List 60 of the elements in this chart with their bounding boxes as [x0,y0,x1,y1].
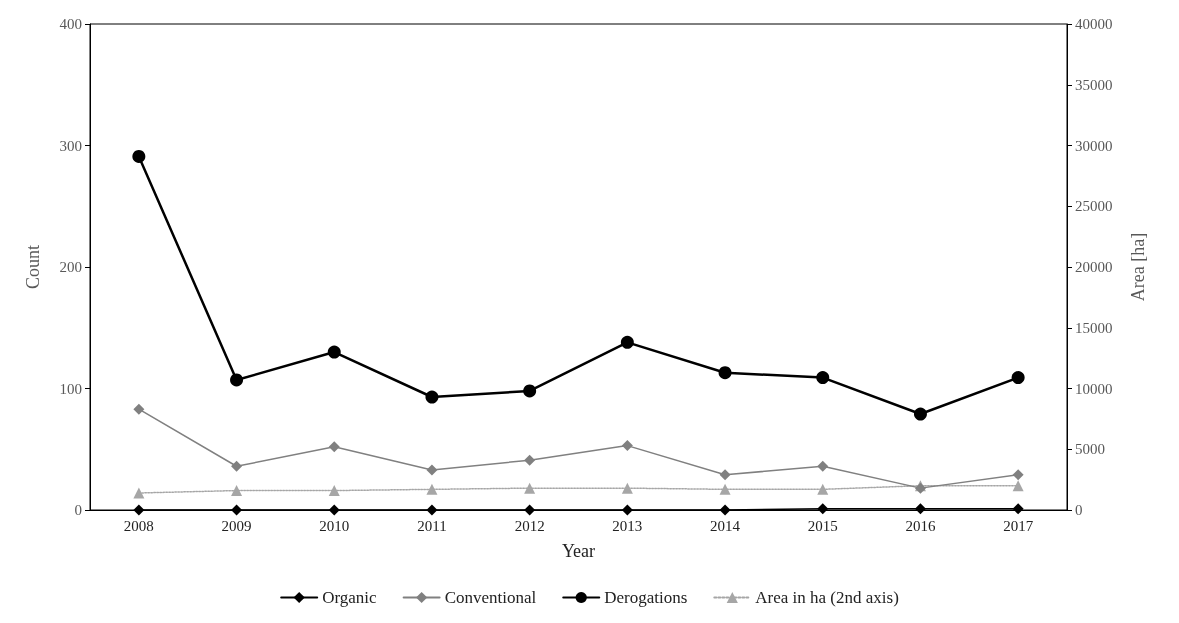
point [914,503,926,515]
y-tick-label: 200 [59,259,82,275]
y2-tick-label: 10000 [1075,380,1113,397]
legend-label: Derogations [604,588,688,607]
point [817,460,829,472]
point [816,371,830,385]
point [1012,469,1024,481]
legend-label: Organic [322,588,378,607]
point [133,504,145,516]
point [231,504,243,516]
point [133,403,145,415]
y2-axis-title: Area [ha] [1128,232,1148,302]
x-tick-label: 2008 [123,517,154,534]
point [523,384,537,398]
point [426,464,438,476]
y2-tick-label: 15000 [1075,319,1113,336]
point [524,504,536,516]
legend-label: Area in ha (2nd axis) [755,588,899,607]
point [425,390,439,404]
y2-tick-label: 25000 [1075,198,1113,215]
y2-tick-label: 0 [1075,502,1083,518]
x-tick-label: 2015 [807,517,838,534]
x-tick-label: 2017 [1003,517,1034,534]
y-tick-label: 100 [59,380,82,397]
point [718,366,732,380]
y2-tick-label: 30000 [1075,137,1113,154]
y-tick-label: 0 [74,502,82,518]
point [1012,503,1024,515]
point [817,503,829,515]
point [719,504,731,516]
point [327,345,341,359]
point [426,504,438,516]
point [328,441,340,453]
point [621,504,633,516]
point [620,335,634,349]
x-tick-label: 2016 [905,517,936,534]
point [231,460,243,472]
y2-tick-label: 20000 [1075,259,1113,275]
legend-label: Conventional [444,588,537,607]
y-axis-title: Count [23,244,43,290]
point [913,407,927,421]
x-tick-label: 2011 [417,517,447,534]
point [524,454,536,466]
y2-tick-label: 40000 [1075,16,1113,32]
y2-tick-label: 5000 [1075,441,1105,458]
x-axis-title: Year [561,541,596,561]
point [621,440,633,452]
x-tick-label: 2014 [710,517,741,534]
x-tick-label: 2013 [612,517,643,534]
y2-tick-label: 35000 [1075,76,1113,93]
point [328,504,340,516]
point [719,469,731,481]
point [132,149,146,163]
x-tick-label: 2012 [514,517,545,534]
y-tick-label: 400 [59,16,82,32]
x-tick-label: 2009 [221,517,252,534]
point [1011,371,1025,385]
y-tick-label: 300 [59,137,82,154]
point [230,373,244,387]
x-tick-label: 2010 [319,517,350,534]
